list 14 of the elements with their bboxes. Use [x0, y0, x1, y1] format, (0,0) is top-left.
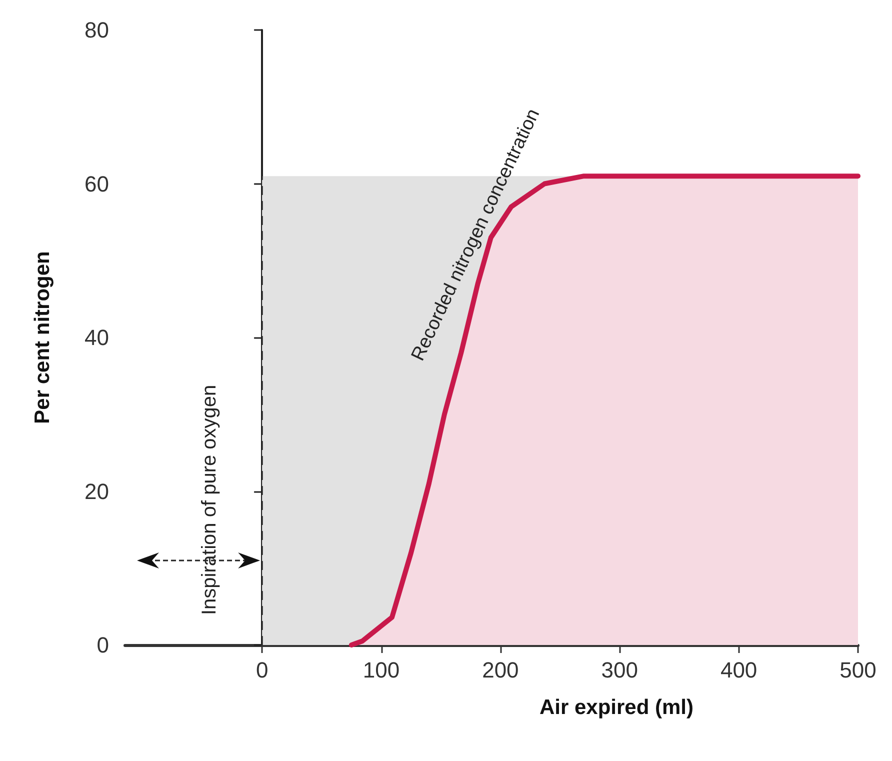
x-axis-title: Air expired (ml)	[539, 696, 694, 719]
x-tick-label: 400	[720, 658, 758, 682]
x-tick-label: 300	[601, 658, 638, 682]
x-tick-label: 0	[256, 658, 268, 682]
x-tick-label: 500	[840, 658, 876, 682]
y-tick-label: 80	[84, 18, 109, 42]
y-axis-title: Per cent nitrogen	[31, 251, 54, 424]
x-tick-label: 200	[482, 658, 519, 682]
y-tick-label: 0	[96, 632, 109, 658]
y-tick-label: 20	[84, 478, 109, 504]
ref-line-label: Inspiration of pure oxygen	[198, 384, 221, 615]
x-tick-label: 100	[362, 658, 400, 682]
y-tick-label: 60	[84, 171, 109, 196]
y-tick-label: 40	[84, 325, 109, 350]
